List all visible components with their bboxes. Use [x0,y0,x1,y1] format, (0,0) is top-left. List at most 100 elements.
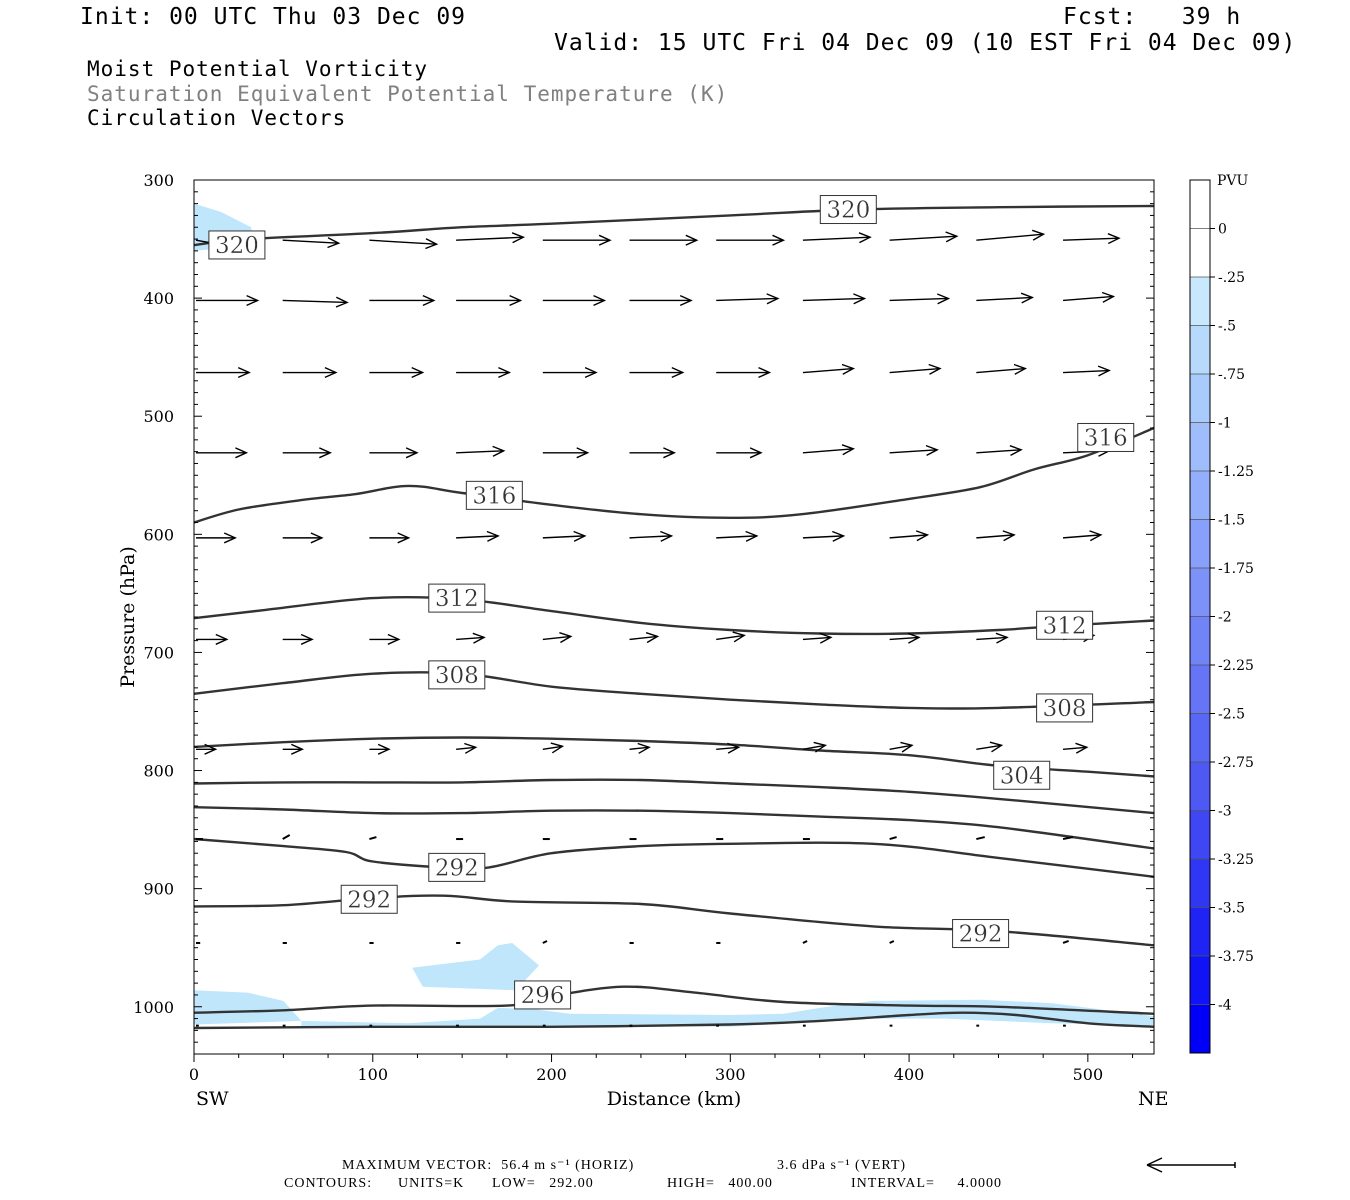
contour-label-box [819,195,877,225]
vector-shaft [369,836,377,841]
colorbar-title: PVU [1217,173,1249,189]
vector-head [223,532,237,544]
vector-arrow [802,444,856,456]
contour-label-text: 292 [347,887,391,913]
vector-head [511,232,526,244]
contours-label: CONTOURS: [284,1176,373,1191]
vector-shaft [889,636,920,641]
title-theta-es: Saturation Equivalent Potential Temperat… [87,82,729,106]
colorbar-swatch [1190,228,1210,277]
vector-head [853,293,867,305]
vector-head [819,632,833,644]
vector-head [841,444,856,456]
vector-head [204,743,218,755]
x-end-label-ne: NE [1138,1088,1169,1110]
vector-shaft [629,535,672,539]
contour-label-box [1077,422,1135,452]
x-tick-label: 100 [357,1065,388,1084]
vector-head [945,231,959,243]
vector-arrow [456,742,478,754]
vector-head [915,530,930,542]
contours-low: LOW= 292.00 [492,1176,594,1191]
vector-arrow [802,940,808,944]
vector-arrow [976,530,1016,542]
vector-arrow [1062,742,1089,754]
x-axis-label: Distance (km) [607,1088,742,1110]
vector-shaft [542,535,585,539]
vector-arrow [716,366,772,379]
vector-shaft [456,636,485,641]
vector-head [422,294,436,307]
vector-shaft [976,836,985,841]
x-tick-label: 200 [536,1065,567,1084]
vector-head [584,366,598,379]
vector-arrow [282,633,314,645]
vector-head [1097,365,1111,377]
contour-300-10 [193,1011,1155,1030]
reference-vector-arrow [1146,1157,1236,1173]
vector-shaft [976,296,1033,302]
colorbar-label: -3.75 [1218,949,1254,965]
vector-shaft [282,299,348,304]
vector-arrow [716,530,759,542]
colorbar-swatch [1190,956,1210,1005]
x-tick-label: 500 [1073,1065,1104,1084]
vector-head [925,444,939,457]
pv-shading-layer [194,203,1154,1028]
vector-head [310,532,324,544]
vector-arrow [889,741,914,753]
title-vectors: Circulation Vectors [87,106,347,130]
colorbar-swatch [1190,374,1210,423]
vector-head [1009,445,1023,457]
contour-label-text: 320 [826,198,870,224]
vector-arrow [542,447,590,459]
y-tick-label: 700 [143,643,174,662]
vector-head [598,234,612,246]
vector-arrow [196,633,229,645]
colorbar-swatch [1190,277,1210,326]
vector-arrow [542,530,587,542]
vector-arrow [802,741,827,753]
vector-head [637,742,651,754]
vector-arrow [889,940,895,944]
colorbar-label: -1.25 [1218,464,1254,480]
colorbar-swatch [1190,665,1210,714]
contour-label-292: 292 [952,919,1010,949]
colorbar-swatch [1190,762,1210,811]
vector-head [1101,291,1116,303]
contour-label-text: 312 [435,586,479,612]
vector-arrow [456,530,500,542]
vector-head [237,366,251,379]
vector-head [411,366,425,379]
vector-head [841,363,856,375]
vector-head [679,294,693,307]
vector-arrow [282,366,338,379]
vector-shaft [976,233,1044,241]
vector-head [671,366,685,379]
colorbar-label: 0 [1218,222,1227,238]
vector-arrow [542,632,573,644]
vector-head [660,530,674,542]
colorbar-label: -2.75 [1218,755,1254,771]
contour-label-box [340,884,398,914]
vector-arrow [802,363,856,375]
y-tick-label: 300 [143,171,174,190]
vector-arrow [629,447,677,459]
contour-label-box [514,980,572,1010]
vector-shaft [889,534,928,539]
vector-head [1075,742,1089,754]
contour-label-box [208,230,266,260]
vector-arrow [542,366,598,379]
x-tick-label: 300 [715,1065,746,1084]
vector-head [387,633,401,645]
vector-shaft [369,239,437,245]
vector-head [1031,229,1046,241]
vector-arrow [282,237,341,249]
vector-head [1020,292,1035,304]
y-tick-label: 800 [143,762,174,781]
vector-arrow [369,238,439,250]
max-vector-horiz: MAXIMUM VECTOR: 56.4 m s⁻¹ (HORIZ) [342,1158,635,1173]
colorbar-label: -.75 [1218,367,1245,383]
vector-head [319,447,333,459]
